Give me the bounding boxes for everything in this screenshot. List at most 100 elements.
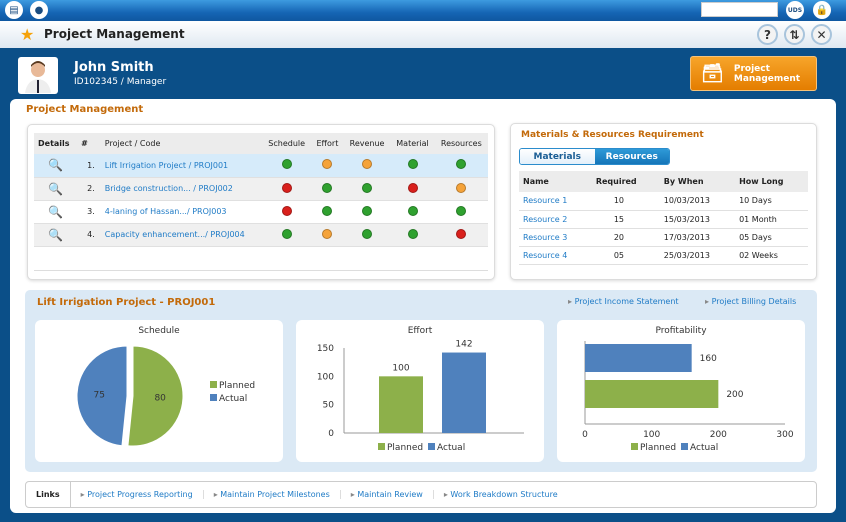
link-item[interactable]: ▸ Project Progress Reporting — [71, 490, 204, 499]
column-header: Material — [390, 133, 435, 154]
star-icon[interactable]: ★ — [20, 25, 35, 44]
project-link[interactable]: Bridge construction... / PROJ002 — [100, 177, 263, 201]
status-cell — [343, 177, 391, 201]
close-icon[interactable]: ✕ — [811, 24, 832, 45]
data-label: 142 — [455, 340, 472, 350]
avatar — [18, 57, 58, 94]
x-tick-label: 300 — [776, 430, 793, 440]
status-green-icon — [322, 182, 333, 193]
status-cell — [390, 154, 435, 178]
cell: 01 Month — [735, 210, 808, 229]
chart-title: Effort — [407, 326, 433, 336]
details-icon[interactable]: 🔍 — [34, 223, 78, 247]
cell: 20 — [591, 228, 660, 247]
table-row[interactable]: 🔍 2. Bridge construction... / PROJ002 — [34, 177, 488, 201]
project-income-statement-link[interactable]: ▸ Project Income Statement — [568, 297, 679, 306]
title-bar: ★ Project Management ? ⇅ ✕ — [0, 21, 846, 48]
uds-button[interactable]: UDS — [786, 1, 804, 19]
status-orange-icon — [322, 228, 333, 239]
row-number: 2. — [77, 177, 101, 201]
status-cell — [390, 200, 435, 224]
bar-actual — [442, 352, 486, 433]
status-green-icon — [281, 159, 292, 170]
status-cell — [434, 200, 488, 224]
column-header: Project / Code — [100, 133, 263, 154]
column-header: Details — [34, 133, 78, 154]
chart-title: Profitability — [655, 326, 707, 336]
status-green-icon — [362, 182, 373, 193]
link-item[interactable]: ▸ Maintain Review — [341, 490, 434, 499]
resource-link[interactable]: Resource 4 — [519, 246, 592, 265]
cell: 10 Days — [735, 192, 808, 211]
table-row[interactable]: 🔍 3. 4-laning of Hassan.../ PROJ003 — [34, 200, 488, 224]
y-tick-label: 150 — [317, 344, 334, 354]
resource-link[interactable]: Resource 3 — [519, 228, 592, 247]
resource-link[interactable]: Resource 1 — [519, 192, 592, 211]
project-billing-details-link[interactable]: ▸ Project Billing Details — [705, 297, 797, 306]
tab-resources[interactable]: Resources — [594, 149, 669, 164]
top-bar: ▤ ● UDS 🔒 — [0, 0, 846, 21]
data-label: 80 — [154, 393, 166, 403]
data-label: 160 — [700, 354, 717, 364]
status-cell — [311, 177, 344, 201]
section-title: Project Management — [26, 104, 144, 115]
pie-slice-planned — [127, 345, 184, 447]
user-icon[interactable]: ● — [30, 1, 48, 19]
status-orange-icon — [362, 159, 373, 170]
project-link[interactable]: Lift Irrigation Project / PROJ001 — [100, 154, 263, 178]
legend-swatch — [210, 394, 217, 401]
legend-label: Planned — [219, 381, 255, 391]
link-label: Project Income Statement — [574, 297, 679, 306]
status-cell — [311, 223, 344, 247]
legend-swatch — [631, 443, 638, 450]
schedule-chart: Schedule 80 75 Planned Actual — [35, 320, 283, 462]
app-menu-icon[interactable]: ▤ — [5, 1, 23, 19]
cell: 10 — [591, 192, 660, 211]
status-orange-icon — [322, 159, 333, 170]
link-item[interactable]: ▸ Maintain Project Milestones — [204, 490, 341, 499]
project-link[interactable]: Capacity enhancement.../ PROJ004 — [100, 223, 263, 247]
status-cell — [311, 154, 344, 178]
status-cell — [311, 200, 344, 224]
detail-title: Lift Irrigation Project - PROJ001 — [37, 297, 216, 308]
legend-label: Actual — [219, 394, 247, 404]
status-cell — [434, 177, 488, 201]
cell: 05 Days — [735, 228, 808, 247]
chart-title: Schedule — [138, 326, 180, 336]
y-tick-label: 100 — [317, 372, 334, 382]
project-management-button[interactable]: 🗃 Project Management — [690, 56, 817, 91]
details-icon[interactable]: 🔍 — [34, 200, 78, 224]
status-cell — [343, 223, 391, 247]
column-header: Schedule — [262, 133, 312, 154]
status-cell — [262, 177, 312, 201]
link-item[interactable]: ▸ Work Breakdown Structure — [443, 490, 558, 499]
details-icon[interactable]: 🔍 — [34, 177, 78, 201]
status-red-icon — [407, 182, 418, 193]
y-tick-label: 50 — [323, 401, 335, 411]
status-cell — [434, 223, 488, 247]
details-icon[interactable]: 🔍 — [34, 154, 78, 178]
table-row[interactable]: 🔍 1. Lift Irrigation Project / PROJ001 — [34, 154, 488, 178]
cell: 02 Weeks — [735, 246, 808, 265]
project-link[interactable]: 4-laning of Hassan.../ PROJ003 — [100, 200, 263, 224]
table-row: Resource 3 20 17/03/2013 05 Days — [519, 228, 808, 247]
link-label: Project Billing Details — [711, 297, 797, 306]
top-search-input[interactable] — [701, 2, 778, 17]
status-green-icon — [322, 205, 333, 216]
column-header: Name — [519, 171, 592, 192]
link-label: Project Progress Reporting — [87, 490, 193, 499]
table-row: Resource 2 15 15/03/2013 01 Month — [519, 210, 808, 229]
link-label: Work Breakdown Structure — [450, 490, 558, 499]
bar-planned — [379, 376, 423, 433]
legend-label: Planned — [640, 443, 676, 453]
tab-materials[interactable]: Materials — [520, 149, 595, 164]
data-label: 75 — [94, 391, 105, 401]
table-row[interactable]: 🔍 4. Capacity enhancement.../ PROJ004 — [34, 223, 488, 247]
column-header: Revenue — [343, 133, 391, 154]
lock-icon[interactable]: 🔒 — [813, 1, 831, 19]
help-icon[interactable]: ? — [757, 24, 778, 45]
row-number: 1. — [77, 154, 101, 178]
resource-link[interactable]: Resource 2 — [519, 210, 592, 229]
refresh-icon[interactable]: ⇅ — [784, 24, 805, 45]
cell: 05 — [591, 246, 660, 265]
